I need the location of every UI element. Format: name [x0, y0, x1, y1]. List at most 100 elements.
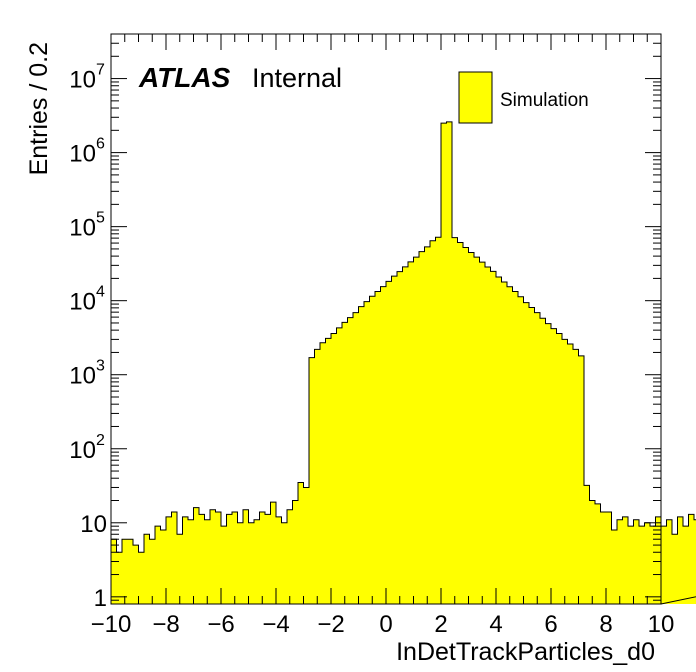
y-tick-exponent: 2 [96, 432, 105, 449]
histogram-bar [127, 539, 134, 604]
histogram-bar [166, 516, 172, 604]
histogram-bar [551, 328, 557, 604]
histogram-bar [650, 526, 656, 604]
histogram-bar [463, 247, 469, 605]
histogram-bar [397, 271, 403, 604]
histogram-bar [485, 267, 491, 604]
y-tick-exponent: 3 [96, 358, 105, 375]
y-tick-base: 10 [69, 437, 96, 464]
histogram-bar [199, 514, 205, 604]
histogram-bar [155, 526, 161, 604]
histogram-bar [589, 500, 596, 604]
x-tick-label: 2 [434, 611, 447, 638]
histogram-bar [281, 522, 288, 604]
histogram-bar [314, 349, 321, 604]
x-tick-label: −8 [152, 611, 179, 638]
y-tick-exponent: 7 [96, 62, 105, 79]
histogram-bar [457, 242, 464, 604]
y-tick-label: 10 2 [69, 432, 105, 464]
histogram-bar [331, 333, 337, 604]
histogram-bar [479, 262, 486, 604]
histogram-bar [408, 261, 414, 604]
y-tick-base: 10 [69, 141, 96, 168]
histogram-bar [237, 522, 244, 604]
histogram-bar [160, 529, 167, 604]
histogram-bar [402, 266, 409, 604]
histogram-bars [111, 121, 696, 605]
histogram-bar [512, 291, 519, 604]
histogram-bar [584, 485, 590, 604]
histogram-bar [419, 251, 425, 604]
histogram-bar [182, 516, 189, 604]
histogram-bar [567, 343, 574, 604]
y-tick-exponent: 6 [96, 136, 105, 153]
histogram-bar [358, 306, 365, 604]
histogram-bar [342, 322, 348, 604]
histogram-bar [210, 509, 216, 604]
legend-label: Simulation [500, 90, 589, 111]
x-tick-labels: −10 −8 −6 −4 −2 0 2 4 6 8 10 [91, 611, 675, 638]
histogram-bar [655, 516, 662, 604]
histogram-bar [226, 514, 233, 604]
histogram-bar [452, 237, 458, 604]
histogram-bar [215, 511, 222, 604]
histogram-bar [578, 355, 585, 604]
histogram-bar [672, 534, 678, 604]
histogram-bar [677, 516, 684, 604]
histogram-bar [254, 519, 260, 604]
histogram-bar [232, 511, 238, 604]
histogram-bar [303, 487, 310, 604]
histogram-bar [633, 519, 640, 604]
axis-ticks [110, 33, 662, 605]
histogram-bar [573, 349, 579, 604]
histogram-bar [661, 526, 667, 604]
y-axis-label: Entries / 0.2 [25, 42, 53, 175]
y-tick-base: 10 [69, 363, 96, 390]
y-tick-exponent: 4 [96, 284, 105, 301]
x-axis-label: InDetTrackParticles_d0 [396, 638, 655, 666]
y-tick-label: 10 6 [69, 136, 105, 168]
y-tick-base: 10 [69, 67, 96, 94]
histogram-bar [336, 327, 343, 604]
y-tick-label: 10 4 [69, 284, 105, 316]
histogram-bar [540, 318, 546, 604]
x-tick-label: 4 [489, 611, 502, 638]
y-tick-base: 10 [69, 289, 96, 316]
x-tick-label: 8 [599, 611, 612, 638]
histogram-bar [133, 545, 139, 604]
histogram-bar [507, 286, 513, 604]
histogram-bar [556, 333, 563, 604]
x-tick-label: −6 [207, 611, 234, 638]
histogram-bar [683, 526, 689, 604]
histogram-bar [446, 121, 453, 605]
histogram-bar [529, 307, 535, 604]
y-tick-label: 10 3 [69, 358, 105, 390]
histogram-bar [628, 526, 634, 604]
histogram-bar [441, 123, 447, 605]
histogram-bar [353, 312, 359, 604]
y-tick-exponent: 5 [96, 210, 105, 227]
histogram-bar [534, 312, 541, 604]
histogram-bar [347, 317, 354, 604]
histogram-bar [474, 257, 480, 604]
histogram-bar [496, 276, 502, 604]
histogram-bar [309, 357, 315, 604]
x-tick-label: 6 [544, 611, 557, 638]
histogram-bar [611, 529, 618, 604]
histogram-bar [386, 281, 392, 604]
histogram-bar [144, 534, 150, 604]
x-tick-label: −2 [317, 611, 344, 638]
histogram-bar [221, 526, 227, 604]
histogram-bar [111, 539, 117, 604]
histogram-bar [413, 257, 420, 604]
histogram-bar [391, 276, 398, 604]
histogram-bar [298, 482, 304, 604]
histogram-bar [276, 516, 282, 604]
histogram-bar [380, 286, 387, 604]
atlas-label: ATLAS [138, 62, 231, 93]
histogram-bar [639, 526, 645, 604]
histogram-bar [138, 552, 145, 604]
histogram-outline [110, 121, 696, 605]
